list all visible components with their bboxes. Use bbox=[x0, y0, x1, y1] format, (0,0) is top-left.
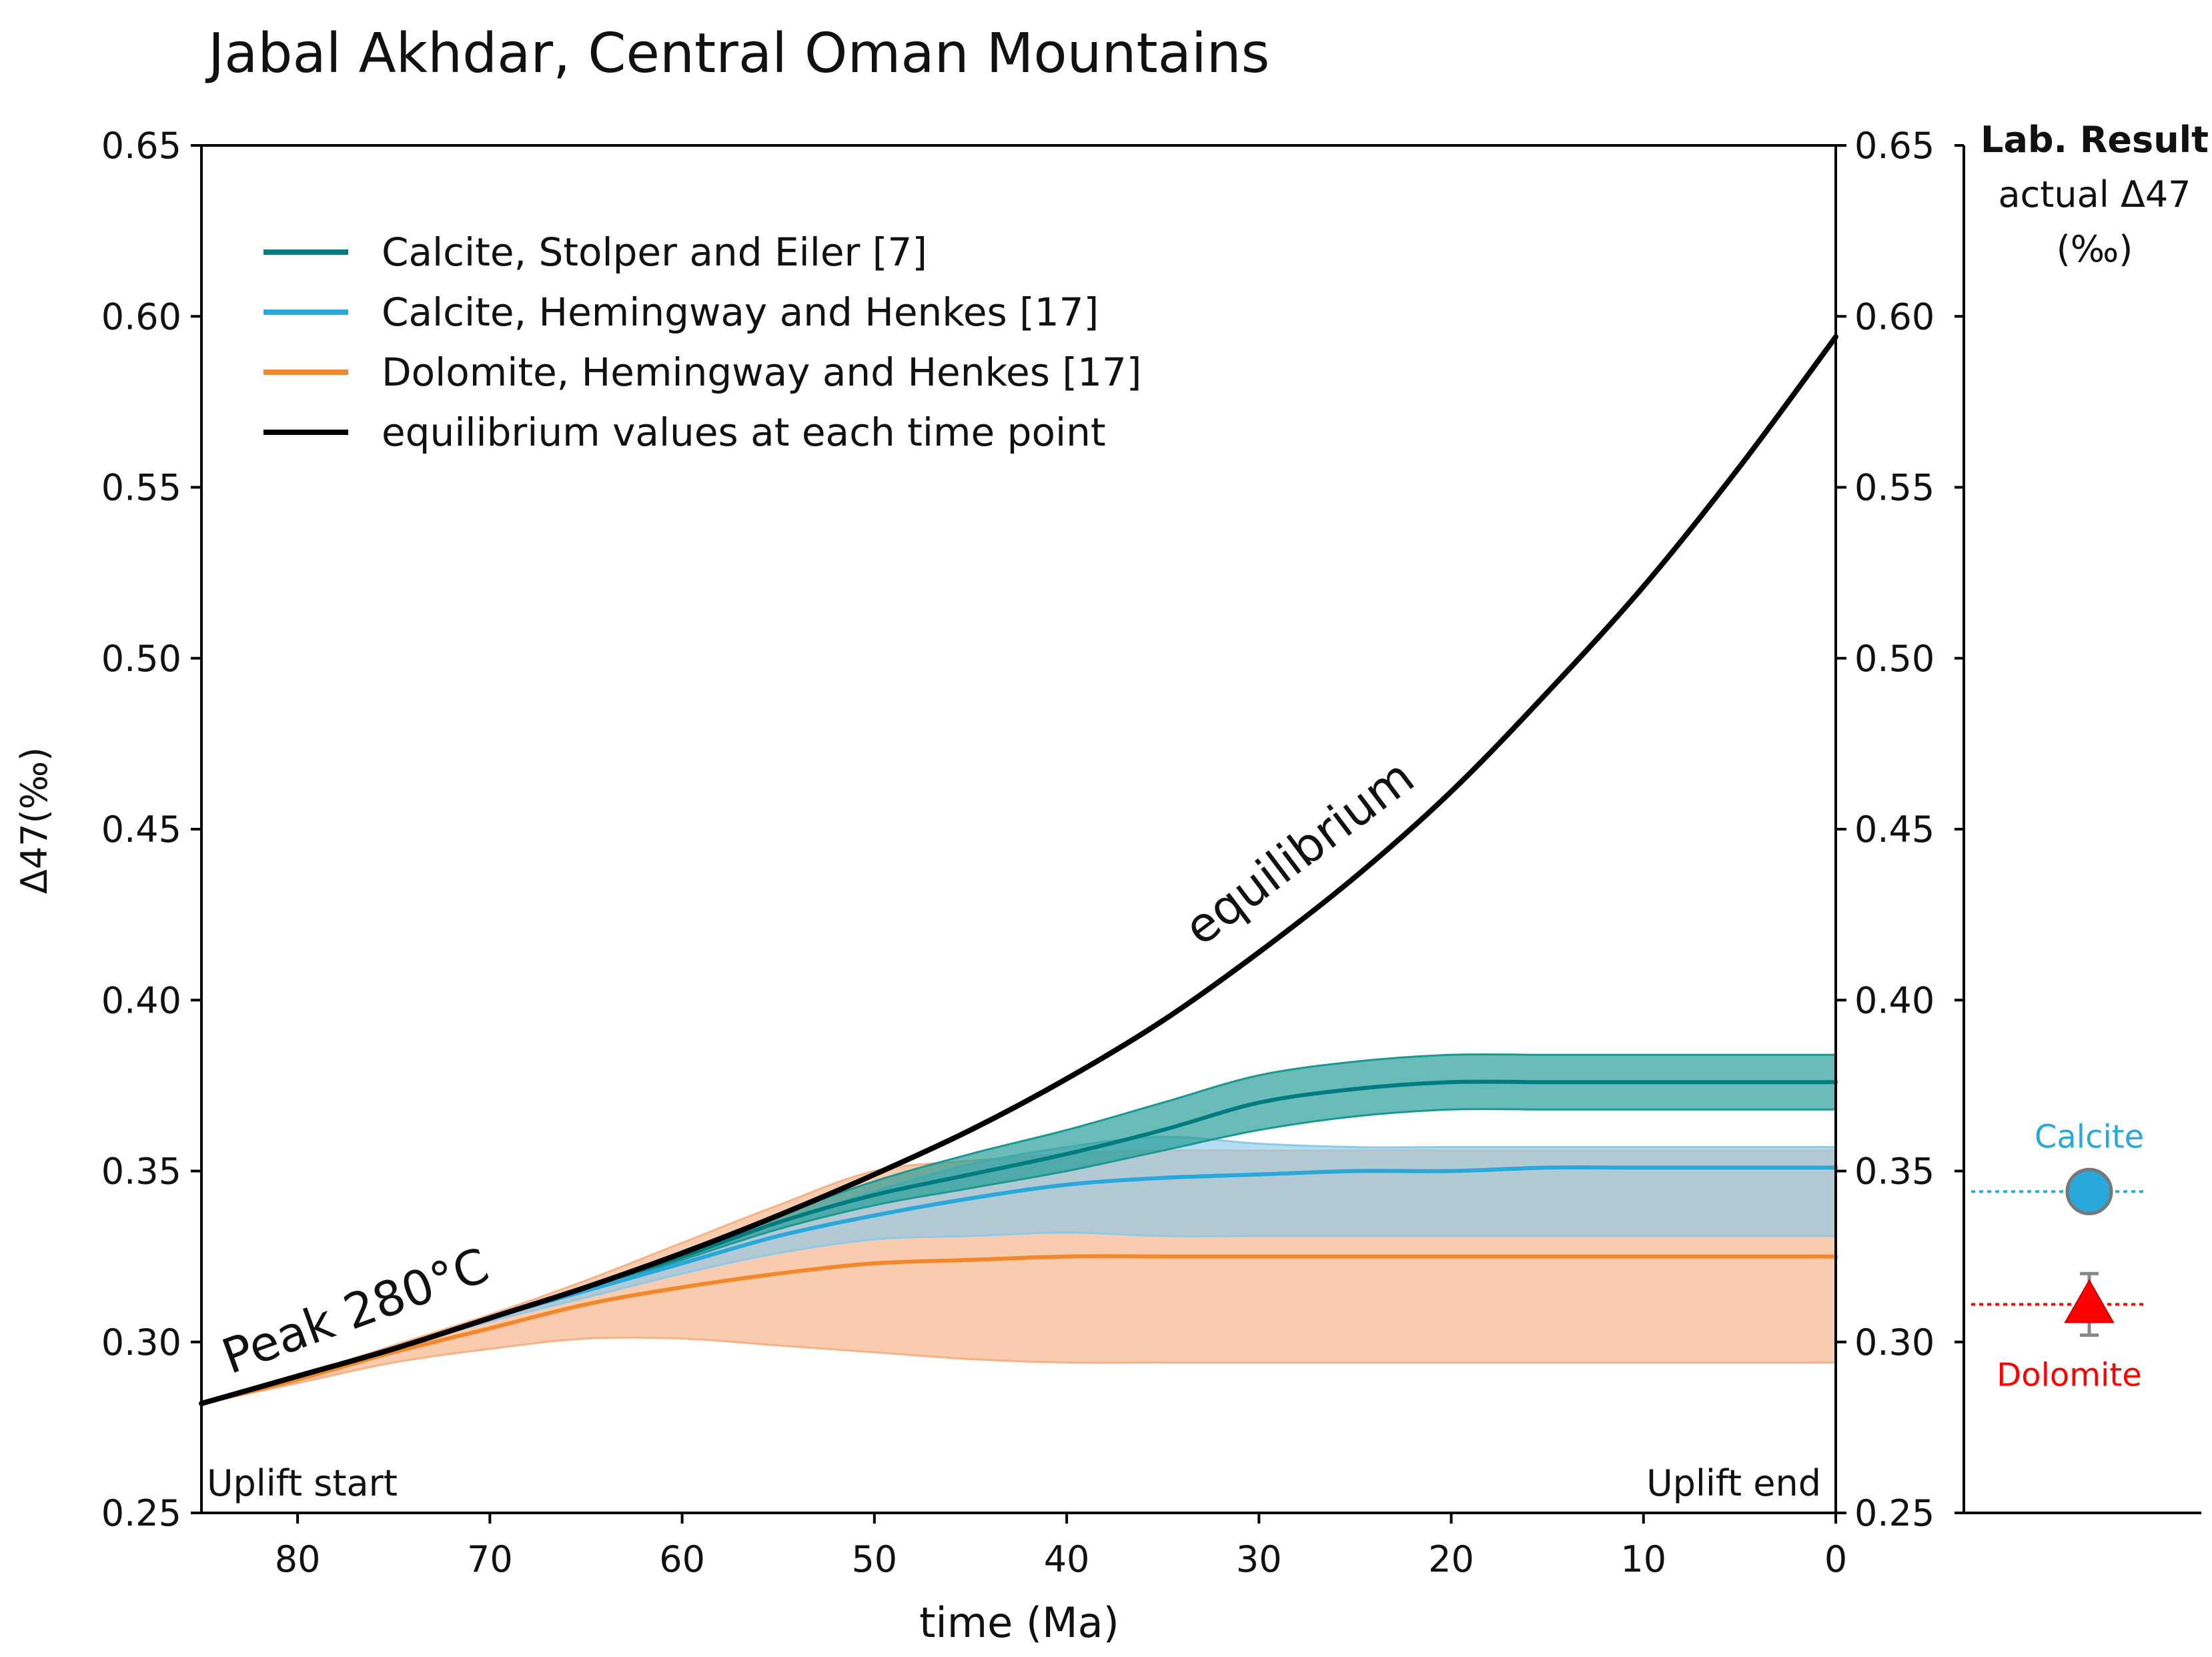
x-tick-label: 80 bbox=[275, 1538, 321, 1580]
y-tick-label-right: 0.35 bbox=[1854, 1151, 1934, 1193]
series-lines bbox=[199, 334, 1838, 1406]
x-tick-label: 70 bbox=[467, 1538, 513, 1580]
y-axis-left-ticks: 0.25 0.30 0.35 0.40 0.45 0.50 0.55 0.60 0.65 bbox=[101, 125, 201, 1534]
y-tick-label-left: 0.55 bbox=[101, 467, 181, 509]
y-tick-label-right: 0.40 bbox=[1854, 979, 1934, 1021]
y-tick-label-left: 0.40 bbox=[101, 979, 181, 1021]
x-axis-label: time (Ma) bbox=[919, 1598, 1119, 1647]
x-tick-label: 10 bbox=[1620, 1538, 1666, 1580]
legend: Calcite, Stolper and Eiler [7] Calcite, H… bbox=[263, 229, 1141, 455]
x-tick-label: 30 bbox=[1236, 1538, 1282, 1580]
y-tick-label-left: 0.65 bbox=[101, 125, 181, 167]
x-tick-label: 20 bbox=[1428, 1538, 1474, 1580]
annotation-uplift-start: Uplift start bbox=[207, 1462, 398, 1504]
x-tick-label: 50 bbox=[851, 1538, 897, 1580]
y-tick-label-left: 0.30 bbox=[101, 1321, 181, 1363]
legend-label-calcite-stolper-and-eiler-7: Calcite, Stolper and Eiler [7] bbox=[382, 229, 927, 275]
lab-marker-calcite bbox=[2065, 1167, 2113, 1215]
annotation-uplift-end: Uplift end bbox=[1646, 1462, 1821, 1504]
lab-result-unit: (‰) bbox=[2057, 228, 2133, 270]
line-equilibrium-values-at-each-time-point bbox=[199, 334, 1838, 1406]
y-tick-label-right: 0.25 bbox=[1854, 1492, 1934, 1534]
y-axis-right-ticks: 0.25 0.30 0.35 0.40 0.45 0.50 0.55 0.60 0.65 bbox=[1836, 125, 1964, 1534]
lab-label-calcite: Calcite bbox=[2035, 1118, 2144, 1155]
y-tick-label-right: 0.30 bbox=[1854, 1321, 1934, 1363]
line-dolomite-hemingway-and-henkes-17 bbox=[199, 1254, 1838, 1406]
y-tick-label-right: 0.55 bbox=[1854, 467, 1934, 509]
x-axis-ticks: 80 70 60 50 40 30 20 10 0 bbox=[275, 1513, 1847, 1580]
y-tick-label-right: 0.60 bbox=[1854, 296, 1934, 338]
legend-label-calcite-hemingway-and-henkes-17: Calcite, Hemingway and Henkes [17] bbox=[382, 290, 1099, 335]
y-tick-label-right: 0.50 bbox=[1854, 638, 1934, 680]
y-tick-label-left: 0.45 bbox=[101, 808, 181, 851]
y-tick-label-left: 0.35 bbox=[101, 1151, 181, 1193]
y-tick-label-right: 0.65 bbox=[1854, 125, 1934, 167]
y-tick-label-left: 0.25 bbox=[101, 1492, 181, 1534]
y-axis-label: Δ47(‰) bbox=[13, 747, 55, 894]
lab-result-panel: Lab. Result actual Δ47 (‰) Calcite Dolomi… bbox=[1963, 119, 2209, 1514]
x-tick-label: 0 bbox=[1824, 1538, 1847, 1580]
lab-result-subheader: actual Δ47 bbox=[1998, 173, 2191, 215]
legend-label-dolomite-hemingway-and-henkes-17: Dolomite, Hemingway and Henkes [17] bbox=[382, 350, 1141, 395]
lab-marker-dolomite bbox=[2064, 1279, 2115, 1323]
lab-label-dolomite: Dolomite bbox=[1997, 1356, 2141, 1394]
y-tick-label-left: 0.50 bbox=[101, 638, 181, 680]
chart-title: Jabal Akhdar, Central Oman Mountains bbox=[205, 22, 1269, 85]
lab-result-header: Lab. Result bbox=[1981, 119, 2209, 161]
legend-label-equilibrium-values-at-each-time-point: equilibrium values at each time point bbox=[382, 410, 1106, 455]
y-tick-label-right: 0.45 bbox=[1854, 808, 1934, 851]
x-tick-label: 60 bbox=[659, 1538, 705, 1580]
x-tick-label: 40 bbox=[1044, 1538, 1090, 1580]
y-tick-label-left: 0.60 bbox=[101, 296, 181, 338]
